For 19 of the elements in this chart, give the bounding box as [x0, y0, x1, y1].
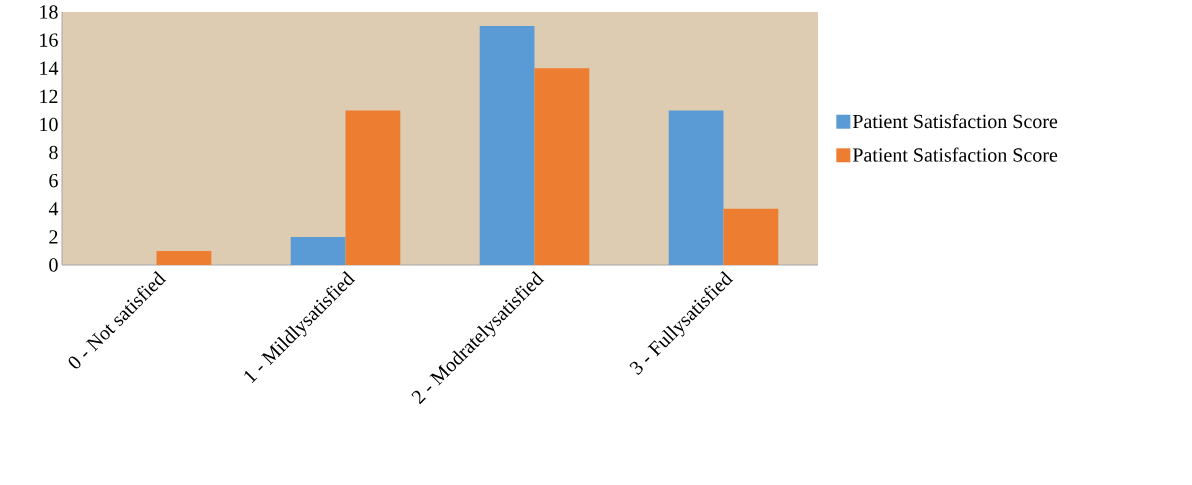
bar	[723, 208, 779, 265]
y-tick-label: 10	[40, 117, 58, 132]
bar	[290, 236, 346, 265]
bar	[534, 68, 590, 265]
y-tick-label: 2	[49, 230, 58, 244]
y-tick-label: 18	[40, 5, 58, 19]
legend-label: Patient Satisfaction Score	[852, 113, 1058, 129]
y-tick-label: 0	[49, 258, 58, 272]
y-tick-label: 16	[40, 33, 58, 47]
y-tick-label: 6	[49, 173, 58, 188]
bar	[479, 26, 535, 265]
y-tick-label: 12	[40, 89, 58, 103]
bar	[156, 250, 212, 265]
legend-label: Patient Satisfaction Score	[852, 147, 1058, 162]
y-tick-label: 14	[40, 61, 59, 75]
y-tick-label: 4	[48, 202, 59, 216]
bar	[345, 110, 401, 265]
bar	[668, 110, 724, 265]
y-tick-label: 8	[49, 145, 58, 160]
